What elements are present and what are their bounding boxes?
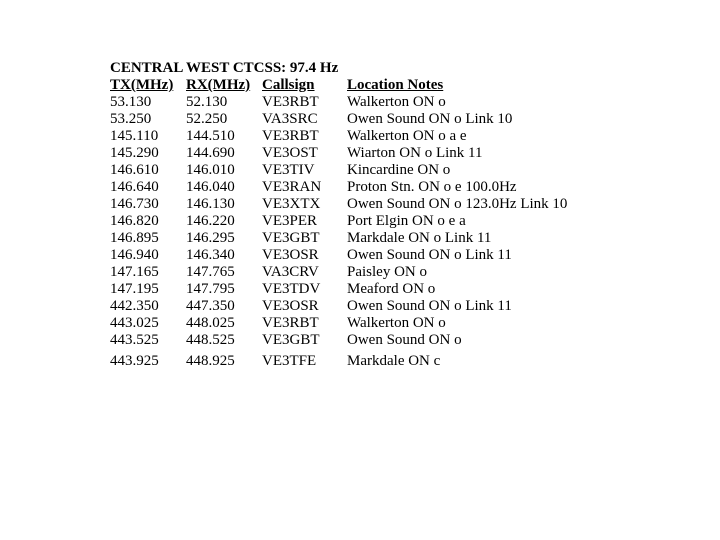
cell-location: Markdale ON o Link 11: [347, 230, 720, 247]
cell-callsign: VE3OST: [262, 145, 347, 162]
frequency-table-document: CENTRAL WEST CTCSS: 97.4 Hz TX(MHz) RX(M…: [0, 0, 720, 370]
cell-callsign: VE3TFE: [262, 353, 347, 370]
cell-tx: 443.525: [110, 332, 186, 349]
cell-location: Owen Sound ON o Link 11: [347, 247, 720, 264]
cell-rx: 52.130: [186, 94, 262, 111]
cell-tx: 146.820: [110, 213, 186, 230]
document-title: CENTRAL WEST CTCSS: 97.4 Hz: [110, 60, 720, 77]
cell-location: Paisley ON o: [347, 264, 720, 281]
header-callsign: Callsign: [262, 77, 347, 94]
cell-rx: 448.525: [186, 332, 262, 349]
table-row: 145.110144.510VE3RBTWalkerton ON o a e: [110, 128, 720, 145]
cell-location: Owen Sound ON o: [347, 332, 720, 349]
cell-rx: 448.025: [186, 315, 262, 332]
header-rx: RX(MHz): [186, 77, 262, 94]
table-row: 146.940146.340VE3OSROwen Sound ON o Link…: [110, 247, 720, 264]
cell-tx: 443.925: [110, 353, 186, 370]
cell-rx: 146.040: [186, 179, 262, 196]
cell-location: Owen Sound ON o 123.0Hz Link 10: [347, 196, 720, 213]
cell-callsign: VE3RAN: [262, 179, 347, 196]
cell-location: Kincardine ON o: [347, 162, 720, 179]
cell-callsign: VE3OSR: [262, 247, 347, 264]
cell-tx: 146.610: [110, 162, 186, 179]
cell-rx: 147.795: [186, 281, 262, 298]
table-row: 146.640146.040VE3RANProton Stn. ON o e 1…: [110, 179, 720, 196]
cell-tx: 443.025: [110, 315, 186, 332]
cell-rx: 147.765: [186, 264, 262, 281]
cell-rx: 144.510: [186, 128, 262, 145]
cell-callsign: VA3SRC: [262, 111, 347, 128]
cell-tx: 146.640: [110, 179, 186, 196]
cell-callsign: VE3RBT: [262, 128, 347, 145]
table-row: 145.290144.690VE3OSTWiarton ON o Link 11: [110, 145, 720, 162]
cell-rx: 146.130: [186, 196, 262, 213]
header-location: Location Notes: [347, 77, 720, 94]
cell-location: Port Elgin ON o e a: [347, 213, 720, 230]
cell-tx: 146.730: [110, 196, 186, 213]
cell-callsign: VE3OSR: [262, 298, 347, 315]
table-row: 442.350447.350VE3OSROwen Sound ON o Link…: [110, 298, 720, 315]
cell-tx: 145.110: [110, 128, 186, 145]
table-header-row: TX(MHz) RX(MHz) Callsign Location Notes: [110, 77, 720, 94]
cell-callsign: VA3CRV: [262, 264, 347, 281]
cell-location: Walkerton ON o a e: [347, 128, 720, 145]
cell-callsign: VE3RBT: [262, 94, 347, 111]
cell-rx: 144.690: [186, 145, 262, 162]
cell-location: Owen Sound ON o Link 10: [347, 111, 720, 128]
cell-location: Walkerton ON o: [347, 315, 720, 332]
cell-rx: 146.340: [186, 247, 262, 264]
table-row: 443.925448.925VE3TFEMarkdale ON c: [110, 353, 720, 370]
table-row: 443.525448.525VE3GBTOwen Sound ON o: [110, 332, 720, 349]
cell-tx: 147.165: [110, 264, 186, 281]
cell-location: Markdale ON c: [347, 353, 720, 370]
table-row: 443.025448.025VE3RBTWalkerton ON o: [110, 315, 720, 332]
cell-callsign: VE3PER: [262, 213, 347, 230]
cell-callsign: VE3TIV: [262, 162, 347, 179]
cell-location: Wiarton ON o Link 11: [347, 145, 720, 162]
cell-tx: 146.940: [110, 247, 186, 264]
table-body: 53.13052.130VE3RBTWalkerton ON o53.25052…: [110, 94, 720, 370]
table-row: 147.165147.765VA3CRVPaisley ON o: [110, 264, 720, 281]
cell-tx: 146.895: [110, 230, 186, 247]
table-row: 146.820146.220VE3PERPort Elgin ON o e a: [110, 213, 720, 230]
cell-rx: 146.010: [186, 162, 262, 179]
cell-rx: 146.295: [186, 230, 262, 247]
cell-tx: 53.130: [110, 94, 186, 111]
cell-location: Proton Stn. ON o e 100.0Hz: [347, 179, 720, 196]
cell-callsign: VE3XTX: [262, 196, 347, 213]
cell-tx: 442.350: [110, 298, 186, 315]
cell-callsign: VE3TDV: [262, 281, 347, 298]
cell-location: Walkerton ON o: [347, 94, 720, 111]
cell-rx: 447.350: [186, 298, 262, 315]
table-row: 53.25052.250VA3SRCOwen Sound ON o Link 1…: [110, 111, 720, 128]
table-row: 146.895146.295VE3GBTMarkdale ON o Link 1…: [110, 230, 720, 247]
cell-tx: 53.250: [110, 111, 186, 128]
header-tx: TX(MHz): [110, 77, 186, 94]
cell-tx: 145.290: [110, 145, 186, 162]
table-row: 53.13052.130VE3RBTWalkerton ON o: [110, 94, 720, 111]
cell-location: Meaford ON o: [347, 281, 720, 298]
cell-callsign: VE3GBT: [262, 332, 347, 349]
table-row: 147.195147.795VE3TDVMeaford ON o: [110, 281, 720, 298]
table-row: 146.730146.130VE3XTXOwen Sound ON o 123.…: [110, 196, 720, 213]
cell-callsign: VE3GBT: [262, 230, 347, 247]
cell-tx: 147.195: [110, 281, 186, 298]
cell-callsign: VE3RBT: [262, 315, 347, 332]
table-row: 146.610146.010VE3TIVKincardine ON o: [110, 162, 720, 179]
cell-rx: 448.925: [186, 353, 262, 370]
cell-location: Owen Sound ON o Link 11: [347, 298, 720, 315]
cell-rx: 52.250: [186, 111, 262, 128]
cell-rx: 146.220: [186, 213, 262, 230]
